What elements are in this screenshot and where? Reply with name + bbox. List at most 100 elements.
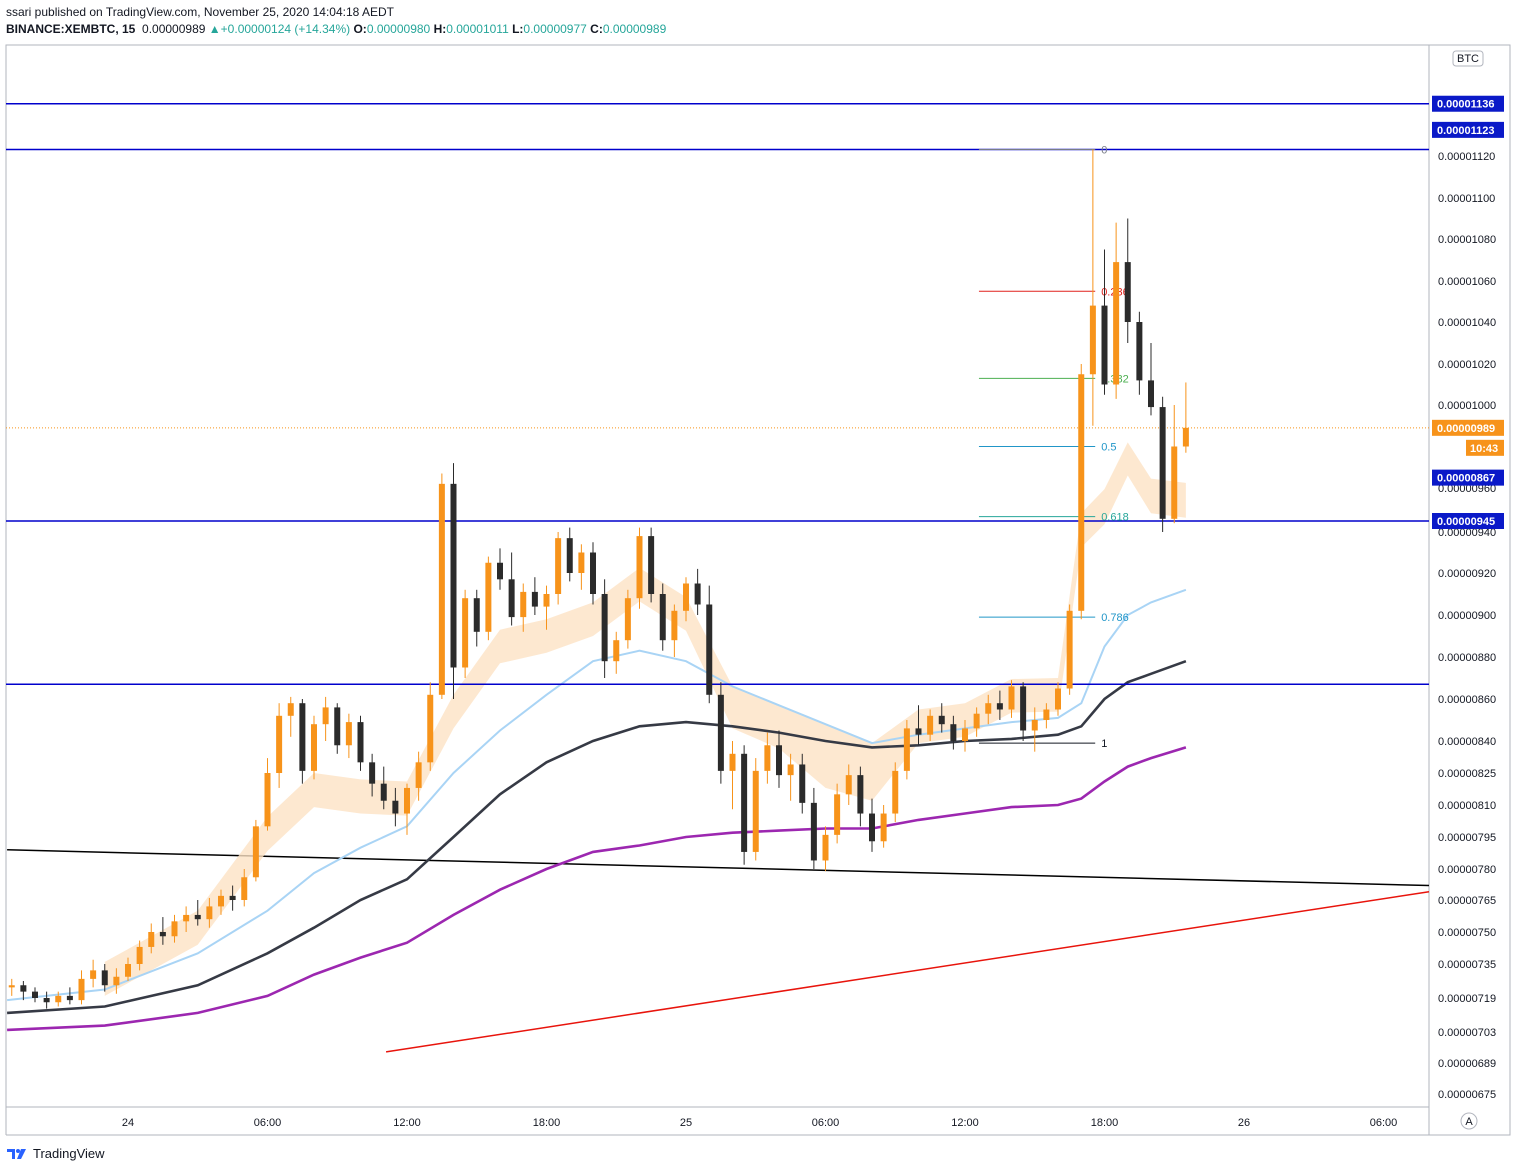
candle-body[interactable] bbox=[996, 703, 1003, 710]
candle-body[interactable] bbox=[671, 610, 678, 641]
candle-body[interactable] bbox=[857, 775, 864, 814]
candle-body[interactable] bbox=[113, 976, 120, 986]
black-trendline[interactable] bbox=[7, 849, 1430, 887]
candle-body[interactable] bbox=[276, 715, 283, 773]
candle-body[interactable] bbox=[962, 728, 968, 741]
candle-body[interactable] bbox=[845, 775, 852, 795]
candle-body[interactable] bbox=[299, 703, 306, 771]
candle-body[interactable] bbox=[869, 813, 875, 842]
candle-body[interactable] bbox=[78, 978, 85, 1001]
candle-body[interactable] bbox=[20, 985, 27, 992]
candle-body[interactable] bbox=[648, 536, 655, 594]
candle-body[interactable] bbox=[717, 694, 724, 771]
candle-body[interactable] bbox=[148, 932, 155, 947]
candle-body[interactable] bbox=[8, 985, 15, 988]
candle-body[interactable] bbox=[1089, 305, 1096, 375]
candle-body[interactable] bbox=[508, 579, 515, 618]
candle-body[interactable] bbox=[427, 694, 434, 763]
red-trendline[interactable] bbox=[385, 890, 1430, 1053]
candle-body[interactable] bbox=[311, 724, 317, 771]
currency-badge[interactable] bbox=[1452, 50, 1484, 67]
candle-body[interactable] bbox=[322, 707, 329, 725]
candle-body[interactable] bbox=[66, 995, 73, 1001]
candle-body[interactable] bbox=[218, 895, 224, 907]
candle-body[interactable] bbox=[1031, 720, 1038, 731]
candle-body[interactable] bbox=[950, 724, 957, 741]
candle-body[interactable] bbox=[125, 964, 131, 977]
candle-body[interactable] bbox=[497, 562, 503, 580]
candle-body[interactable] bbox=[1055, 688, 1061, 710]
candle-body[interactable] bbox=[1113, 262, 1120, 385]
candle-body[interactable] bbox=[543, 594, 550, 607]
candle-body[interactable] bbox=[136, 946, 143, 964]
candle-body[interactable] bbox=[438, 483, 445, 695]
candle-body[interactable] bbox=[1182, 427, 1189, 447]
candle-body[interactable] bbox=[729, 753, 736, 771]
candle-body[interactable] bbox=[357, 722, 364, 763]
candle-body[interactable] bbox=[345, 722, 352, 746]
candle-body[interactable] bbox=[683, 583, 689, 611]
candle-body[interactable] bbox=[1171, 446, 1178, 519]
ema-long-purple[interactable] bbox=[7, 746, 1187, 1032]
candle-body[interactable] bbox=[101, 970, 108, 986]
candle-body[interactable] bbox=[834, 794, 841, 835]
candle-body[interactable] bbox=[741, 753, 748, 852]
candle-body[interactable] bbox=[334, 707, 341, 746]
candle-body[interactable] bbox=[183, 914, 190, 922]
candle-body[interactable] bbox=[90, 970, 97, 979]
candle-body[interactable] bbox=[787, 764, 794, 776]
candle-body[interactable] bbox=[287, 703, 294, 716]
candle-body[interactable] bbox=[1159, 407, 1166, 519]
candle-body[interactable] bbox=[1043, 709, 1050, 721]
candle-body[interactable] bbox=[799, 764, 806, 803]
candle-body[interactable] bbox=[601, 594, 608, 662]
candle-body[interactable] bbox=[706, 604, 713, 695]
tradingview-footer[interactable]: TradingView bbox=[6, 1146, 105, 1161]
candle-body[interactable] bbox=[566, 538, 573, 573]
candle-body[interactable] bbox=[578, 552, 585, 574]
candle-body[interactable] bbox=[810, 802, 817, 861]
candle-body[interactable] bbox=[892, 770, 899, 814]
candle-body[interactable] bbox=[822, 834, 829, 861]
candle-body[interactable] bbox=[613, 640, 620, 662]
candle-body[interactable] bbox=[55, 995, 62, 1003]
candle-body[interactable] bbox=[32, 991, 38, 998]
candle-body[interactable] bbox=[206, 906, 213, 920]
candle-body[interactable] bbox=[1078, 374, 1085, 611]
candle-body[interactable] bbox=[43, 998, 50, 1003]
candle-body[interactable] bbox=[659, 594, 666, 641]
candle-body[interactable] bbox=[927, 715, 934, 735]
candle-body[interactable] bbox=[880, 813, 887, 842]
candle-body[interactable] bbox=[1124, 262, 1131, 322]
candle-body[interactable] bbox=[485, 562, 492, 632]
candle-body[interactable] bbox=[473, 598, 480, 632]
candle-body[interactable] bbox=[229, 895, 236, 900]
candle-body[interactable] bbox=[1020, 686, 1027, 731]
candle-body[interactable] bbox=[752, 770, 759, 852]
candle-body[interactable] bbox=[903, 728, 910, 771]
candle-body[interactable] bbox=[1008, 686, 1015, 710]
candle-body[interactable] bbox=[1136, 322, 1143, 381]
candle-body[interactable] bbox=[1148, 380, 1154, 408]
candle-body[interactable] bbox=[973, 713, 980, 729]
candle-body[interactable] bbox=[404, 787, 410, 814]
candle-body[interactable] bbox=[985, 703, 992, 714]
auto-scale-button[interactable] bbox=[1460, 1112, 1478, 1130]
candle-body[interactable] bbox=[252, 826, 259, 878]
candle-body[interactable] bbox=[915, 728, 922, 735]
candle-body[interactable] bbox=[241, 877, 248, 900]
candle-body[interactable] bbox=[776, 745, 782, 776]
symbol-label[interactable]: BINANCE:XEMBTC, 15 bbox=[6, 22, 136, 36]
candle-body[interactable] bbox=[369, 762, 376, 784]
candle-body[interactable] bbox=[624, 598, 631, 641]
candle-body[interactable] bbox=[392, 800, 399, 814]
candle-body[interactable] bbox=[462, 598, 469, 668]
candle-body[interactable] bbox=[264, 773, 271, 827]
candle-body[interactable] bbox=[694, 583, 701, 605]
candle-body[interactable] bbox=[531, 591, 538, 607]
candle-body[interactable] bbox=[415, 762, 422, 788]
candle-body[interactable] bbox=[938, 715, 945, 725]
price-axis-frame[interactable] bbox=[1428, 44, 1511, 1136]
candle-body[interactable] bbox=[636, 536, 643, 599]
